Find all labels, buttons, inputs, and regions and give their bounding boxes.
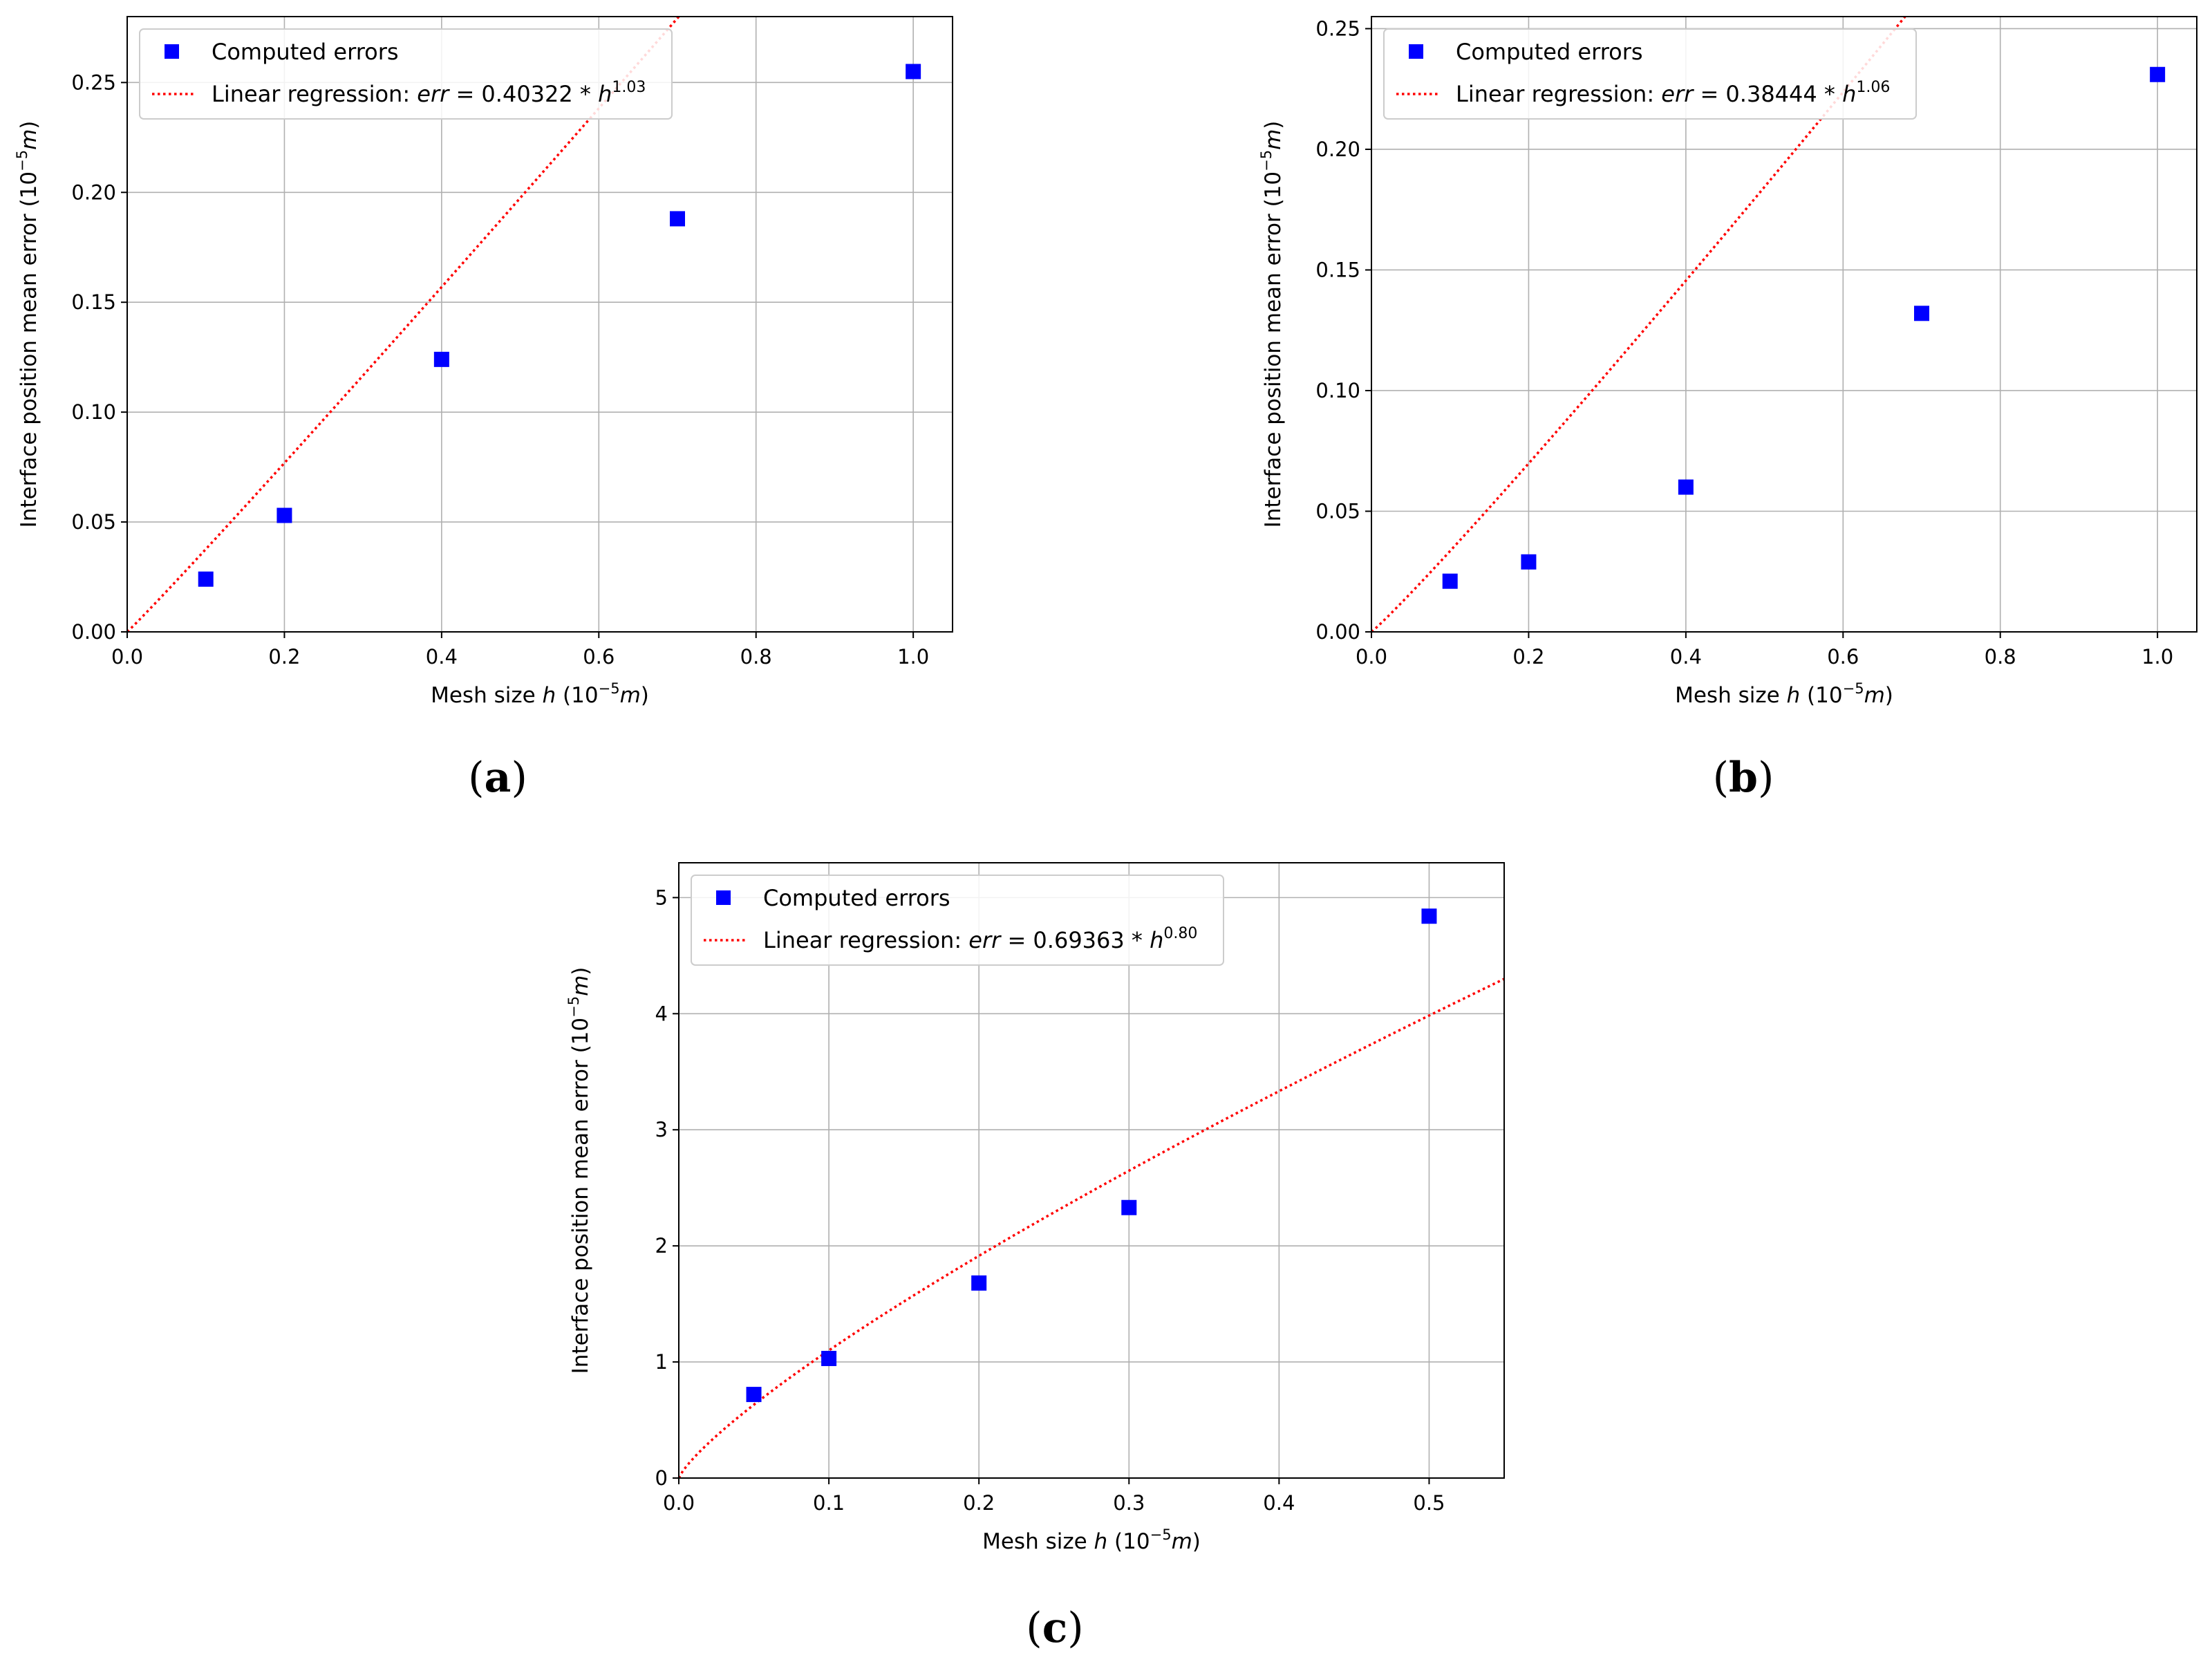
legend-box-a [139, 28, 673, 120]
x-tick-label: 0.6 [583, 645, 615, 669]
data-point [2150, 66, 2166, 82]
fit-line-c [677, 978, 1505, 1479]
legend-b: Computed errors Linear regression: err =… [1383, 28, 1917, 120]
x-tick-label: 0.8 [1985, 645, 2016, 669]
fit-curve [677, 978, 1505, 1479]
y-tick-label: 0 [655, 1466, 668, 1490]
y-axis-label-c: Interface position mean error (10−5m) [565, 967, 593, 1374]
x-axis-label-b: Mesh size h (10−5m) [1675, 680, 1893, 708]
legend-label-points-a: Computed errors [212, 39, 399, 65]
x-tick-label: 0.5 [1413, 1491, 1445, 1515]
x-tick-label: 0.6 [1827, 645, 1859, 669]
legend-label-points-b: Computed errors [1456, 39, 1643, 65]
data-point [971, 1275, 987, 1291]
y-tick-label: 0.00 [1315, 620, 1360, 644]
data-point [821, 1351, 837, 1367]
x-tick-label: 1.0 [897, 645, 929, 669]
chart-panel-a: 0.0 0.2 0.4 0.6 0.8 1.0 0.00 0.05 0.10 0.15 0.20 0.… [14, 15, 953, 802]
data-point [906, 64, 921, 80]
x-tick-label: 0.2 [963, 1491, 995, 1515]
x-axis-label-a: Mesh size h (10−5m) [431, 680, 649, 708]
legend-c: Computed errors Linear regression: err =… [691, 875, 1224, 966]
x-tick-label: 0.0 [1356, 645, 1387, 669]
legend-box-b [1383, 28, 1917, 120]
y-tick-label: 0.05 [1315, 499, 1360, 523]
fit-line-a [126, 15, 680, 633]
y-tick-label: 0.15 [71, 290, 116, 314]
points-c [746, 908, 1437, 1403]
ticks-b: 0.0 0.2 0.4 0.6 0.8 1.0 0.00 0.05 0.10 0.15 0.20 0.… [1315, 17, 2173, 669]
legend-a: Computed errors Linear regression: err =… [139, 28, 673, 120]
ticks-a: 0.0 0.2 0.4 0.6 0.8 1.0 0.00 0.05 0.10 0.15 0.20 0.… [71, 71, 929, 669]
plot-frame-a [126, 16, 953, 633]
legend-label-fit-b: Linear regression: err = 0.38444 * h1.06 [1456, 79, 1890, 107]
legend-marker-a [165, 44, 179, 59]
ticks-c: 0.0 0.1 0.2 0.3 0.4 0.5 0 1 2 3 4 5 [655, 886, 1445, 1515]
legend-marker-c [716, 890, 731, 905]
data-point [1442, 573, 1458, 589]
data-point [276, 507, 292, 523]
y-tick-label: 2 [655, 1234, 668, 1258]
x-tick-label: 0.4 [426, 645, 458, 669]
fit-curve [126, 15, 680, 633]
data-point [670, 211, 685, 227]
data-point [746, 1387, 762, 1403]
data-point [198, 571, 214, 587]
legend-label-points-c: Computed errors [763, 885, 950, 911]
data-point [1121, 1199, 1137, 1215]
chart-panel-b: 0.0 0.2 0.4 0.6 0.8 1.0 0.00 0.05 0.10 0.15 0.20 0.… [1258, 15, 2197, 802]
plot-frame-c [678, 862, 1505, 1479]
data-point [1421, 908, 1437, 924]
y-tick-label: 1 [655, 1350, 668, 1374]
y-tick-label: 3 [655, 1118, 668, 1141]
chart-panel-c: 0.0 0.1 0.2 0.3 0.4 0.5 0 1 2 3 4 5 Mesh size h (10… [565, 862, 1505, 1652]
x-tick-label: 0.1 [813, 1491, 845, 1515]
caption-c: (c) [1026, 1604, 1083, 1652]
data-point [433, 351, 449, 367]
fit-curve [1370, 15, 1906, 633]
plot-frame-b [1371, 16, 2197, 633]
legend-marker-b [1409, 44, 1423, 59]
points-a [198, 64, 921, 587]
y-tick-label: 4 [655, 1002, 668, 1025]
x-tick-label: 0.0 [111, 645, 143, 669]
y-tick-label: 0.10 [71, 400, 116, 424]
caption-a: (a) [468, 754, 527, 802]
data-point [1678, 479, 1694, 495]
x-tick-label: 0.4 [1263, 1491, 1295, 1515]
y-tick-label: 0.25 [1315, 17, 1360, 40]
x-tick-label: 1.0 [2141, 645, 2173, 669]
x-tick-label: 0.3 [1113, 1491, 1145, 1515]
y-tick-label: 5 [655, 886, 668, 909]
y-tick-label: 0.25 [71, 71, 116, 94]
y-axis-label-a: Interface position mean error (10−5m) [14, 121, 41, 528]
y-tick-label: 0.10 [1315, 379, 1360, 402]
legend-label-fit-a: Linear regression: err = 0.40322 * h1.03 [212, 79, 646, 107]
y-tick-label: 0.05 [71, 510, 116, 534]
x-axis-label-c: Mesh size h (10−5m) [982, 1526, 1201, 1554]
y-tick-label: 0.00 [71, 620, 116, 644]
x-tick-label: 0.0 [663, 1491, 695, 1515]
y-axis-label-b: Interface position mean error (10−5m) [1258, 121, 1286, 528]
y-tick-label: 0.20 [71, 180, 116, 204]
y-tick-label: 0.15 [1315, 258, 1360, 281]
data-point [1521, 554, 1537, 570]
points-b [1442, 66, 2166, 589]
x-tick-label: 0.2 [268, 645, 300, 669]
fit-line-b [1370, 15, 1906, 633]
y-tick-label: 0.20 [1315, 138, 1360, 161]
data-point [1914, 306, 1929, 321]
legend-label-fit-c: Linear regression: err = 0.69363 * h0.80 [763, 925, 1197, 953]
legend-box-c [691, 875, 1224, 966]
caption-b: (b) [1713, 754, 1774, 802]
x-tick-label: 0.8 [740, 645, 772, 669]
x-tick-label: 0.2 [1512, 645, 1544, 669]
x-tick-label: 0.4 [1670, 645, 1702, 669]
